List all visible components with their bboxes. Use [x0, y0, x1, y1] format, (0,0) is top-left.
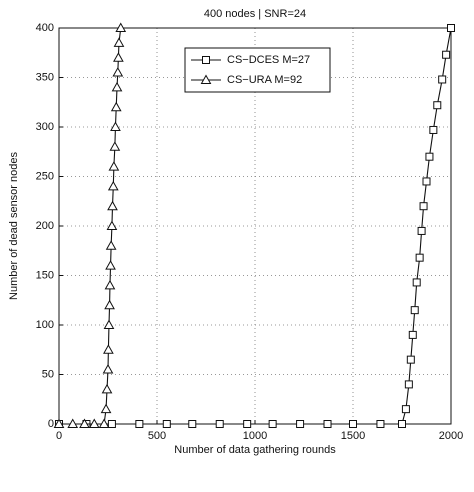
marker — [104, 299, 115, 310]
marker — [104, 279, 116, 290]
y-tick-label: 150 — [36, 269, 54, 281]
y-tick-label: 350 — [36, 71, 54, 83]
marker — [410, 306, 419, 315]
y-tick-label: 0 — [48, 418, 54, 430]
marker — [438, 75, 447, 84]
marker — [442, 50, 451, 59]
marker — [417, 226, 426, 235]
marker — [109, 141, 121, 151]
legend-box — [184, 47, 331, 93]
marker — [323, 420, 332, 428]
y-tick-label: 300 — [36, 121, 54, 133]
marker — [243, 420, 252, 428]
marker — [419, 202, 428, 211]
marker — [425, 152, 434, 161]
y-tick-label: 50 — [42, 368, 54, 380]
chart-title: 400 nodes | SNR=24 — [204, 8, 306, 20]
marker — [101, 383, 113, 394]
marker — [376, 420, 385, 428]
marker — [107, 180, 119, 191]
marker — [268, 420, 277, 428]
x-axis-label: Number of data gathering rounds — [174, 444, 336, 456]
marker — [105, 260, 116, 270]
marker — [103, 344, 114, 354]
legend-label: CS−DCES M=27 — [227, 54, 310, 66]
marker — [349, 420, 357, 428]
series-line — [59, 27, 452, 425]
marker — [105, 240, 117, 250]
x-tick-label: 1500 — [341, 430, 365, 442]
marker — [98, 418, 110, 428]
y-tick-label: 200 — [36, 220, 54, 232]
marker — [404, 380, 413, 389]
marker — [107, 200, 118, 211]
marker — [412, 278, 421, 287]
marker — [110, 121, 121, 131]
x-tick-label: 0 — [56, 430, 62, 442]
marker — [447, 24, 455, 32]
marker — [408, 330, 417, 339]
marker — [406, 355, 415, 364]
y-tick-label: 250 — [36, 170, 54, 182]
x-tick-label: 2000 — [439, 430, 463, 442]
marker — [113, 52, 124, 62]
marker — [106, 220, 118, 230]
legend-marker — [200, 74, 212, 84]
marker — [53, 418, 65, 428]
marker — [433, 101, 442, 110]
marker — [110, 101, 122, 112]
marker — [79, 418, 90, 428]
marker — [162, 420, 171, 428]
marker — [111, 81, 123, 92]
marker — [398, 420, 406, 428]
marker — [115, 22, 127, 32]
legend-label: CS−URA M=92 — [227, 74, 302, 86]
marker — [422, 177, 431, 186]
marker — [108, 161, 120, 171]
y-axis-label: Number of dead sensor nodes — [8, 152, 20, 300]
marker — [113, 37, 125, 47]
marker — [215, 420, 224, 428]
marker — [429, 125, 438, 134]
legend-marker — [202, 56, 210, 64]
marker — [103, 319, 115, 329]
x-tick-label: 500 — [148, 430, 166, 442]
marker — [107, 420, 116, 428]
marker — [102, 364, 114, 374]
marker — [67, 418, 79, 428]
marker — [112, 67, 124, 77]
marker — [100, 403, 112, 414]
marker — [188, 420, 197, 428]
marker — [296, 420, 305, 428]
y-tick-label: 100 — [36, 319, 54, 331]
marker — [401, 405, 410, 414]
y-tick-label: 400 — [36, 22, 54, 34]
x-tick-label: 1000 — [243, 430, 267, 442]
marker — [415, 253, 424, 262]
marker — [88, 418, 100, 428]
marker — [135, 420, 144, 428]
